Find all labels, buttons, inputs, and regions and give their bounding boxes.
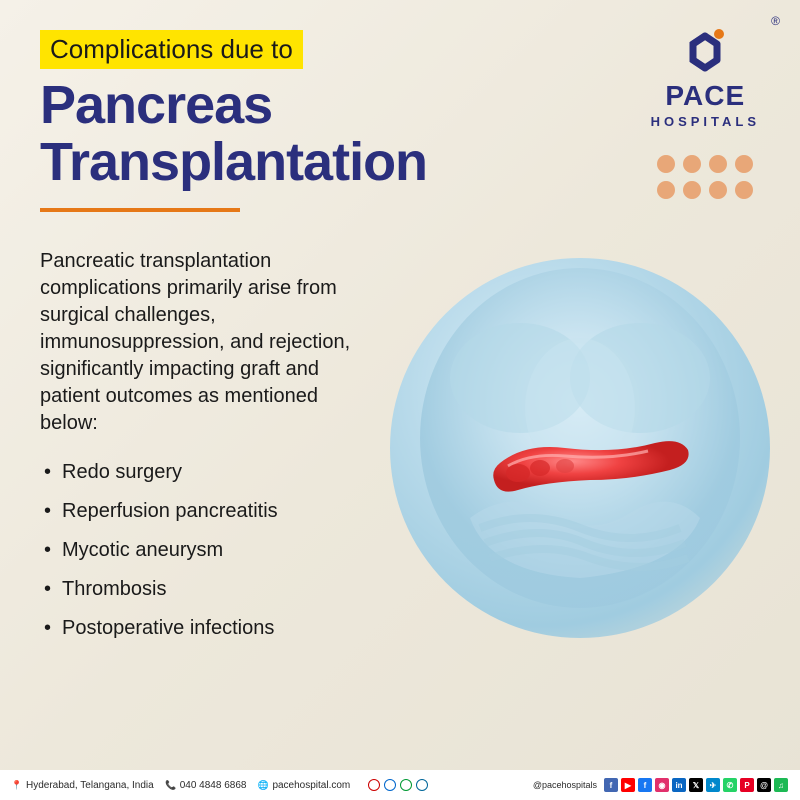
- cert-icon: [416, 779, 428, 791]
- dot: [657, 181, 675, 199]
- list-item: Reperfusion pancreatitis: [40, 492, 370, 531]
- social-icon: @: [757, 778, 771, 792]
- title-underline: [40, 208, 240, 212]
- dot: [709, 181, 727, 199]
- logo-subtitle: HOSPITALS: [651, 114, 760, 129]
- dot: [735, 155, 753, 173]
- title-block: Complications due to Pancreas Transplant…: [40, 30, 651, 212]
- cert-icon: [400, 779, 412, 791]
- social-handle: @pacehospitals: [533, 780, 597, 790]
- logo-icon: [679, 26, 731, 78]
- anatomy-illustration: [390, 258, 770, 638]
- logo-brand-text: PACE: [665, 82, 745, 110]
- brand-logo: PACE HOSPITALS: [651, 26, 760, 199]
- list-item: Thrombosis: [40, 570, 370, 609]
- decorative-dots: [657, 155, 753, 199]
- globe-icon: 🌐: [258, 780, 268, 790]
- main-title: Pancreas Transplantation: [40, 77, 651, 190]
- social-icon: ▶: [621, 778, 635, 792]
- location-text: Hyderabad, Telangana, India: [26, 780, 154, 791]
- cert-icon: [368, 779, 380, 791]
- dot: [683, 181, 701, 199]
- footer-location: 📍 Hyderabad, Telangana, India: [12, 780, 154, 791]
- registered-mark: ®: [771, 14, 780, 28]
- website-text: pacehospital.com: [272, 780, 350, 791]
- phone-text: 040 4848 6868: [180, 780, 247, 791]
- social-icon: 𝕏: [689, 778, 703, 792]
- social-icon: f: [604, 778, 618, 792]
- dot: [657, 155, 675, 173]
- complications-list: Redo surgery Reperfusion pancreatitis My…: [40, 453, 370, 648]
- title-line-1: Pancreas: [40, 75, 272, 135]
- intro-paragraph: Pancreatic transplantation complications…: [40, 248, 370, 437]
- social-icon: ✆: [723, 778, 737, 792]
- dot: [735, 181, 753, 199]
- text-column: Pancreatic transplantation complications…: [40, 248, 370, 648]
- content-row: Pancreatic transplantation complications…: [40, 248, 760, 648]
- footer-phone: 📞 040 4848 6868: [166, 780, 247, 791]
- list-item: Mycotic aneurysm: [40, 531, 370, 570]
- eyebrow-label: Complications due to: [40, 30, 303, 69]
- anatomy-image-column: [390, 248, 770, 648]
- social-icon: ◉: [655, 778, 669, 792]
- dot: [709, 155, 727, 173]
- social-icon: f: [638, 778, 652, 792]
- cert-icon: [384, 779, 396, 791]
- social-icon: P: [740, 778, 754, 792]
- certification-icons: [368, 779, 428, 791]
- social-icon: ✈: [706, 778, 720, 792]
- dot: [683, 155, 701, 173]
- footer-website: 🌐 pacehospital.com: [258, 780, 350, 791]
- footer-bar: 📍 Hyderabad, Telangana, India 📞 040 4848…: [0, 770, 800, 800]
- list-item: Redo surgery: [40, 453, 370, 492]
- phone-icon: 📞: [166, 780, 176, 790]
- anatomy-circle: [390, 258, 770, 638]
- social-icons: @pacehospitals f ▶ f ◉ in 𝕏 ✈ ✆ P @ ♫: [529, 778, 788, 792]
- social-icon: in: [672, 778, 686, 792]
- title-line-2: Transplantation: [40, 132, 427, 192]
- social-icon: ♫: [774, 778, 788, 792]
- list-item: Postoperative infections: [40, 609, 370, 648]
- header-row: Complications due to Pancreas Transplant…: [40, 30, 760, 212]
- pin-icon: 📍: [12, 780, 22, 790]
